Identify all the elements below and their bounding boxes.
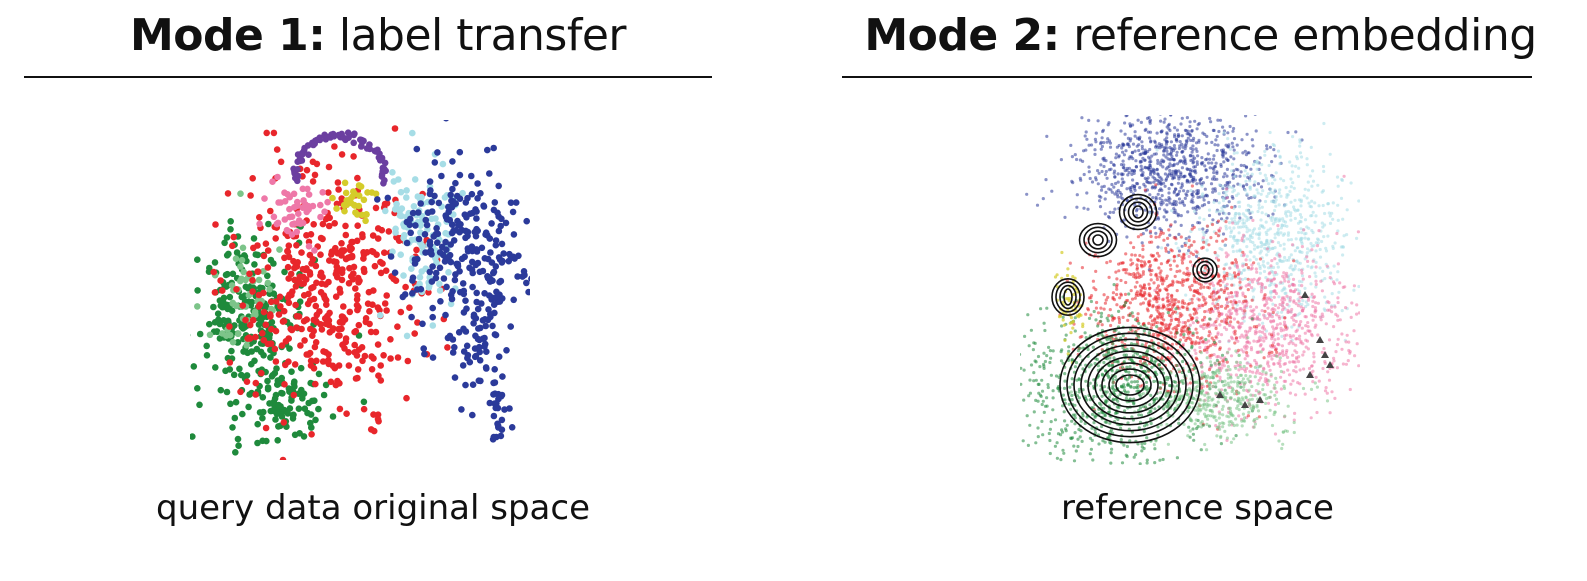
density-contours-yellow xyxy=(1051,278,1085,317)
ref-cluster-yellow xyxy=(1053,250,1085,365)
panel-caption: query data original space xyxy=(156,488,590,528)
title-underline xyxy=(842,76,1532,78)
title-mode-label: Mode 2: xyxy=(864,10,1060,61)
density-contours-main xyxy=(1059,326,1201,444)
cluster-blue xyxy=(374,120,530,381)
density-contours-right xyxy=(1192,257,1218,283)
reference-density-scatter xyxy=(1020,115,1360,465)
density-contours-upper xyxy=(1118,193,1158,231)
ref-cluster-blue xyxy=(1025,115,1304,272)
query-umap-scatter xyxy=(190,120,530,460)
panel-label-transfer: Mode 1: label transfer query data origin… xyxy=(0,0,760,581)
query-triangle-markers xyxy=(1216,291,1334,408)
cluster-purple-arc xyxy=(290,129,389,187)
title-mode-name: reference embedding xyxy=(1059,10,1537,61)
panel-reference-embedding: Mode 2: reference embedding reference sp… xyxy=(820,0,1587,581)
panel-title: Mode 1: label transfer xyxy=(0,10,760,61)
panel-title: Mode 2: reference embedding xyxy=(814,10,1587,61)
cluster-pink xyxy=(256,173,331,254)
title-underline xyxy=(24,76,712,78)
panel-caption: reference space xyxy=(1061,488,1334,528)
density-contours-upper-left xyxy=(1078,222,1118,258)
title-mode-name: label transfer xyxy=(325,10,627,61)
cluster-small-island xyxy=(367,411,382,435)
cluster-red xyxy=(210,125,451,460)
cluster-blue-tail xyxy=(455,259,510,419)
cluster-blue-tip xyxy=(489,373,516,443)
title-mode-label: Mode 1: xyxy=(129,10,326,61)
cluster-yellow xyxy=(329,179,380,225)
